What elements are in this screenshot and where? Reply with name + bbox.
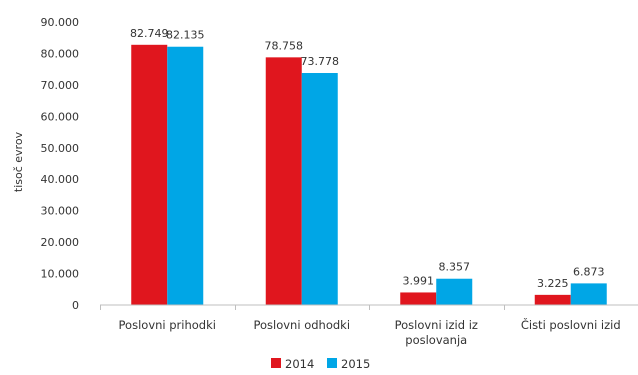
bar-2015-1 [301, 73, 338, 305]
legend-swatch-2014 [271, 358, 281, 368]
data-labels: 82.749 78.758 3.991 3.225 82.135 73.778 8.357 6… [130, 27, 605, 290]
data-label: 82.135 [166, 29, 205, 42]
x-axis: Poslovni prihodki Poslovni odhodki Poslovn… [100, 304, 638, 347]
data-label: 3.225 [537, 277, 569, 290]
y-axis-label: tisoč evrov [12, 131, 25, 192]
x-category-label: Poslovni odhodki [253, 318, 350, 332]
data-label: 78.758 [265, 39, 304, 52]
y-tick-label: 30.000 [41, 205, 80, 218]
bar-2014-2 [400, 292, 437, 305]
y-tick-label: 20.000 [41, 236, 80, 249]
bar-2015-2 [436, 278, 473, 305]
data-label: 82.749 [130, 27, 169, 40]
legend-swatch-2015 [327, 358, 337, 368]
data-label: 3.991 [403, 274, 435, 287]
bar-2014-1 [265, 57, 302, 305]
y-tick-label: 10.000 [41, 268, 80, 281]
legend-label: 2014 [285, 357, 314, 371]
data-label: 6.873 [573, 265, 605, 278]
y-tick-label: 0 [72, 299, 79, 312]
data-label: 73.778 [301, 55, 340, 68]
y-tick-label: 40.000 [41, 173, 80, 186]
x-category-label: Čisti poslovni izid [521, 317, 621, 332]
y-tick-label: 60.000 [41, 110, 80, 123]
legend-label: 2015 [341, 357, 370, 371]
y-tick-label: 80.000 [41, 47, 80, 60]
legend: 2014 2015 [271, 357, 370, 371]
y-tick-label: 90.000 [41, 16, 80, 29]
y-tick-label: 50.000 [41, 142, 80, 155]
y-tick-label: 70.000 [41, 79, 80, 92]
x-category-label: Poslovni prihodki [119, 318, 216, 332]
bar-2014-0 [131, 44, 168, 306]
bars [131, 44, 607, 306]
bar-2014-3 [534, 294, 571, 305]
x-category-label: Poslovni izid iz poslovanja [395, 318, 478, 347]
bar-2015-3 [570, 283, 607, 305]
data-label: 8.357 [439, 261, 471, 274]
bar-2015-0 [167, 46, 204, 306]
y-axis: 0 10.000 20.000 30.000 40.000 50.000 60.000 70.… [41, 16, 80, 312]
